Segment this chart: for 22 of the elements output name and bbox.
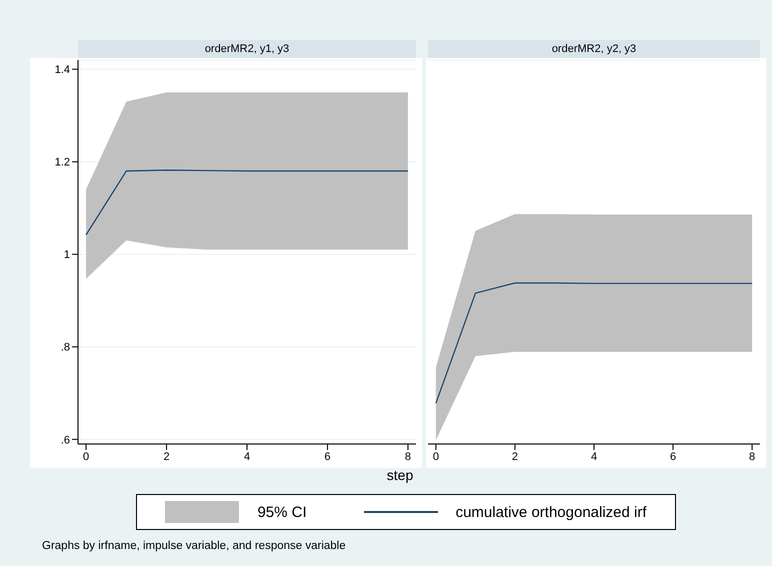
y-tick-label: 1 [64, 249, 70, 262]
x-tick-label: 0 [432, 450, 439, 463]
legend-label: cumulative orthogonalized irf [454, 504, 647, 520]
x-tick-label: 2 [163, 450, 170, 463]
x-axis-title: step [386, 467, 414, 483]
x-tick-label: 6 [324, 450, 331, 463]
x-tick-label: 4 [590, 450, 598, 463]
text: Graphs by irfname, impulse variable, and response variable [42, 540, 346, 552]
x-tick-label: 8 [404, 450, 412, 463]
y-tick-label: 1.2 [54, 156, 70, 169]
x-tick-label: 0 [82, 450, 90, 463]
line-series [85, 170, 409, 236]
y-tick-label: .8 [60, 342, 70, 354]
x-tick-label: 8 [749, 450, 756, 463]
text: 95% CI [256, 502, 307, 522]
y-tick-label: .6 [60, 434, 70, 446]
chart-title: orderMR2, y2, y3 [428, 40, 760, 58]
x-tick-label: 2 [512, 450, 518, 463]
x-tick-label: 4 [244, 450, 250, 463]
y-tick-label: 1.4 [54, 64, 70, 76]
chart-title: orderMR2, y1, y3 [78, 40, 416, 58]
x-tick-label: 6 [670, 450, 676, 463]
